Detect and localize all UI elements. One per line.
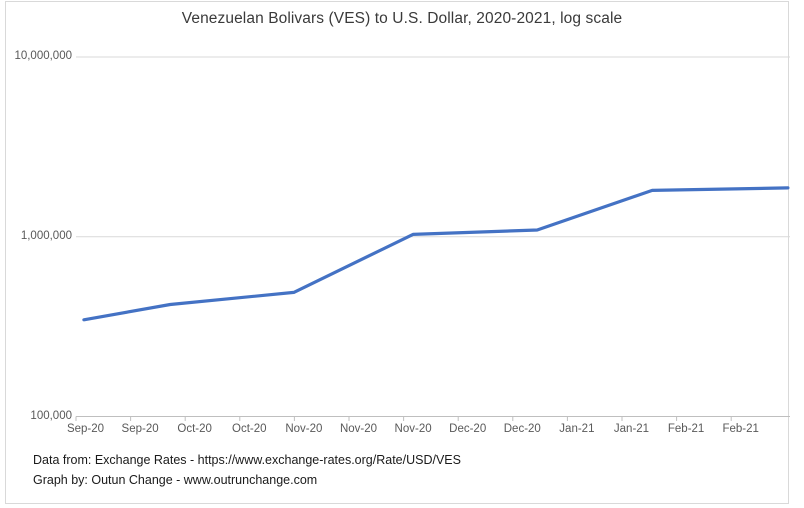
x-tick-label: Jan-21	[559, 423, 595, 435]
x-tick-label: Feb-21	[667, 423, 705, 435]
y-tick-label: 10,000,000	[14, 50, 72, 62]
x-tick-label: Dec-20	[503, 423, 541, 435]
x-tick-label: Sep-20	[66, 423, 105, 435]
x-tick-label: Sep-20	[121, 423, 159, 435]
x-tick-label: Feb-21	[722, 423, 759, 435]
footer: Data from: Exchange Rates - https://www.…	[33, 450, 461, 490]
y-tick-label: 1,000,000	[20, 229, 72, 242]
y-tick-label: 100,000	[30, 409, 72, 422]
x-tick-label: Dec-20	[449, 423, 487, 435]
chart-title: Venezuelan Bolivars (VES) to U.S. Dollar…	[181, 10, 623, 27]
footer-source: Data from: Exchange Rates - https://www.…	[33, 453, 461, 467]
x-tick-label: Jan-21	[613, 423, 650, 435]
data-line	[82, 186, 790, 322]
x-tick-label: Oct-20	[177, 423, 212, 435]
x-tick-label: Oct-20	[232, 423, 267, 435]
x-tick-label: Nov-20	[339, 423, 378, 435]
x-tick-label: Nov-20	[394, 423, 432, 435]
footer-credit: Graph by: Outun Change - www.outrunchang…	[33, 473, 318, 487]
x-tick-label: Nov-20	[285, 423, 323, 435]
